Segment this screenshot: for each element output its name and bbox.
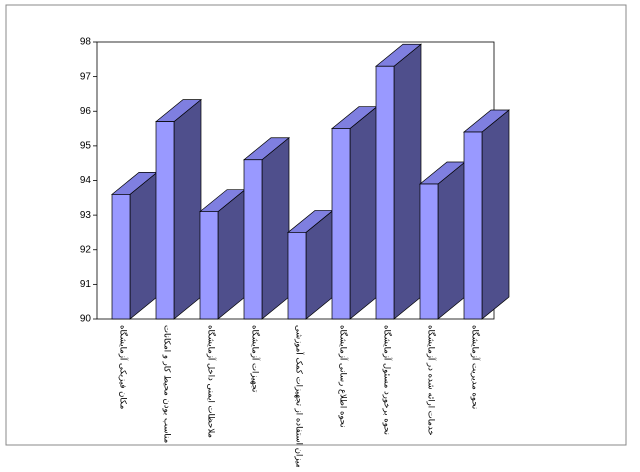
bar: [243, 136, 290, 320]
bar-side: [393, 43, 422, 320]
bar-side: [129, 171, 158, 320]
x-tick-label: خدمات ارائه شده در آزمایشگاه: [426, 325, 438, 436]
bar-front: [375, 65, 395, 320]
bar-front: [463, 131, 483, 320]
y-tick-label: 96: [80, 106, 92, 117]
y-tick-label: 91: [80, 279, 92, 290]
x-tick-label: ملاحظات ایمنی داخل آزمایشگاه: [206, 325, 218, 438]
y-tick-label: 94: [80, 175, 92, 186]
bar-front: [419, 183, 439, 320]
bar-front: [287, 232, 307, 320]
bar: [331, 105, 378, 320]
bar: [199, 188, 246, 320]
x-tick-label: نحوه اطلاع رسانی آزمایشگاه: [338, 325, 350, 428]
bar-side: [437, 161, 466, 320]
y-tick-label: 93: [80, 210, 92, 221]
y-tick-label: 95: [80, 141, 92, 152]
x-tick-label: مکان فیزیکی آزمایشگاه: [118, 325, 130, 409]
x-tick-label: تجهیزات آزمایشگاه: [250, 325, 262, 393]
bar: [375, 43, 422, 320]
bar-side: [349, 105, 378, 320]
bar: [419, 161, 466, 320]
bar: [155, 98, 202, 320]
bar-side: [261, 136, 290, 320]
y-tick-label: 92: [80, 244, 92, 255]
x-tick-label: نحوه مدیریت آزمایشگاه: [470, 325, 482, 409]
bar: [463, 109, 510, 320]
x-tick-label: نحوه برخورد مسئول آزمایشگاه: [382, 325, 394, 435]
bar-front: [155, 121, 175, 320]
bar-side: [173, 98, 202, 320]
y-tick-label: 98: [80, 37, 92, 48]
bar: [111, 171, 158, 320]
x-tick-label: مناسب بودن محیط کار و امکانات: [162, 325, 172, 443]
y-tick-label: 97: [80, 71, 92, 82]
bar-side: [481, 109, 510, 320]
bar: [287, 209, 334, 320]
x-tick-label: میزان استفاده از تجهیزات کمک آموزشی: [294, 325, 306, 467]
bar-front: [331, 128, 351, 320]
bar-front: [243, 159, 263, 320]
bar-front: [111, 194, 131, 320]
bar-front: [199, 211, 219, 320]
y-tick-label: 90: [80, 314, 92, 325]
bar-side: [217, 188, 246, 320]
